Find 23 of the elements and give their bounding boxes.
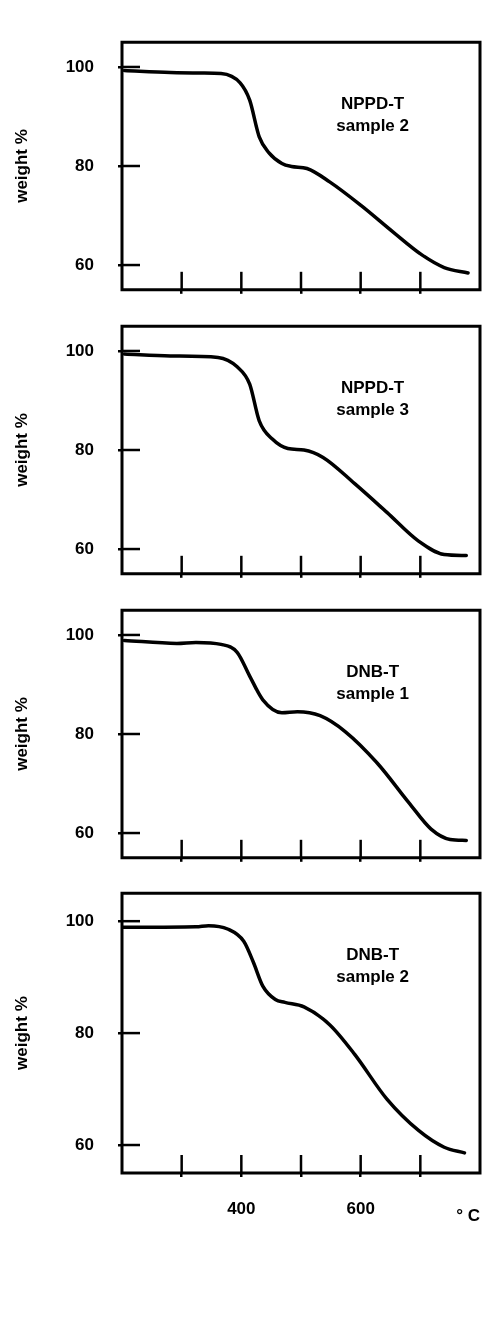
y-axis-title: weight % <box>11 696 31 772</box>
y-tick-label: 80 <box>75 439 94 459</box>
text: NPPD-T sample 3 <box>336 377 409 419</box>
x-axis-title: ° C <box>456 1206 480 1226</box>
y-axis-title: weight % <box>11 412 31 488</box>
y-tick-label: 60 <box>75 254 94 274</box>
y-tick-label: 60 <box>75 822 94 842</box>
y-tick-label: 100 <box>65 56 94 76</box>
x-tick-label: 400 <box>227 1199 256 1219</box>
text: DNB-T sample 1 <box>336 661 409 703</box>
x-tick-label: 600 <box>346 1199 375 1219</box>
y-tick-label: 100 <box>65 340 94 360</box>
text: DNB-T sample 2 <box>336 945 409 987</box>
text: NPPD-T sample 2 <box>336 93 409 135</box>
y-tick-label: 80 <box>75 155 94 175</box>
y-tick-label: 60 <box>75 538 94 558</box>
y-axis-title: weight % <box>11 996 31 1072</box>
y-tick-label: 100 <box>65 624 94 644</box>
y-tick-label: 60 <box>75 1135 94 1155</box>
y-tick-label: 80 <box>75 723 94 743</box>
y-tick-label: 80 <box>75 1023 94 1043</box>
y-tick-label: 100 <box>65 911 94 931</box>
y-axis-title: weight % <box>11 129 31 204</box>
